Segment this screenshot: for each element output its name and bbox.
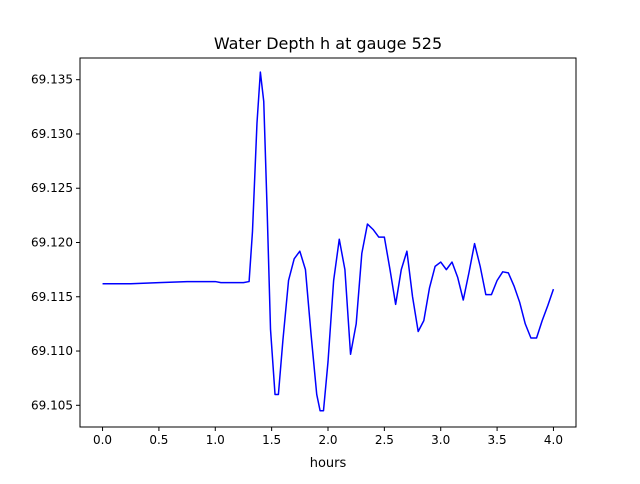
y-tick-label: 69.130 [31, 127, 73, 141]
x-tick-label: 0.5 [149, 433, 168, 447]
axes-frame [79, 57, 577, 428]
x-tick-label: 2.0 [318, 433, 337, 447]
x-tick-label: 3.5 [488, 433, 507, 447]
y-axis-ticks: 69.105 69.110 69.115 69.120 69.125 69.130 69.1… [31, 73, 80, 412]
x-tick-label: 2.5 [375, 433, 394, 447]
y-tick-label: 69.115 [31, 290, 73, 304]
y-tick-label: 69.135 [31, 73, 73, 87]
y-tick-label: 69.110 [31, 344, 73, 358]
y-tick-label: 69.125 [31, 181, 73, 195]
x-tick-label: 4.0 [544, 433, 563, 447]
y-tick-label: 69.105 [31, 398, 73, 412]
x-axis-label: hours [310, 456, 347, 471]
x-tick-label: 3.0 [431, 433, 450, 447]
series-line-0 [102, 71, 555, 412]
x-tick-label: 1.5 [262, 433, 281, 447]
x-tick-label: 0.0 [93, 433, 112, 447]
chart-title: Water Depth h at gauge 525 [214, 34, 442, 53]
y-tick-label: 69.120 [31, 236, 73, 250]
plot-area [102, 71, 555, 412]
x-tick-label: 1.0 [206, 433, 225, 447]
x-axis-ticks: 0.0 0.5 1.0 1.5 2.0 2.5 3.0 3.5 4.0 [93, 427, 563, 447]
